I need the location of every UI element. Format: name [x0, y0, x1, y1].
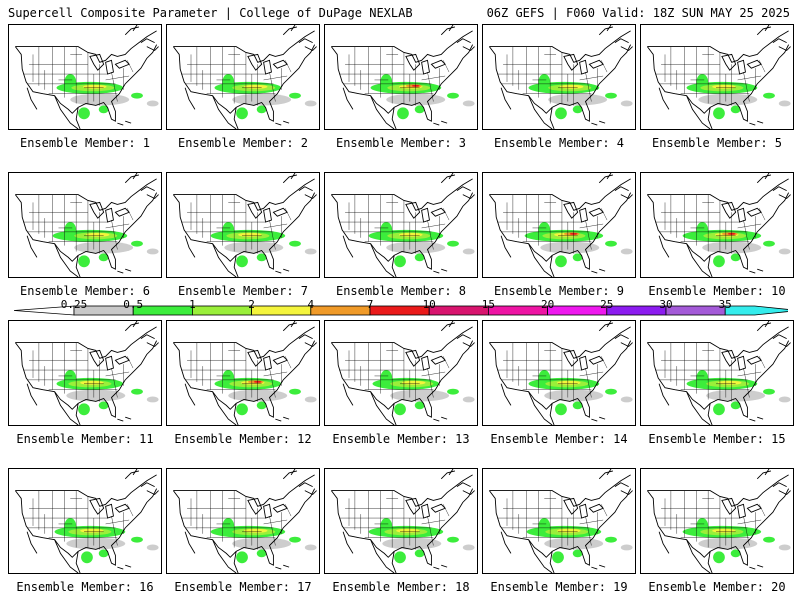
ensemble-member-label: Ensemble Member: 8 — [335, 284, 467, 298]
valid-time: 06Z GEFS | F060 Valid: 18Z SUN MAY 25 20… — [486, 6, 790, 20]
ensemble-map-panel — [166, 468, 320, 574]
ensemble-map-panel — [324, 468, 478, 574]
ensemble-member-label: Ensemble Member: 3 — [335, 136, 467, 150]
colorbar-segment — [665, 305, 726, 316]
colorbar-tick-label: 1 — [189, 298, 196, 311]
colorbar-tick-label: 7 — [366, 298, 374, 311]
ensemble-map-panel — [8, 172, 162, 278]
ensemble-map-panel — [8, 24, 162, 130]
ensemble-map-panel — [166, 320, 320, 426]
ensemble-member-label: Ensemble Member: 2 — [177, 136, 309, 150]
colorbar-tick-label: 15 — [481, 298, 496, 311]
ensemble-map-panel — [640, 172, 794, 278]
ensemble-map-panel — [8, 320, 162, 426]
ensemble-map-panel — [324, 320, 478, 426]
ensemble-map-panel — [482, 468, 636, 574]
ensemble-map-panel — [640, 320, 794, 426]
ensemble-member-label: Ensemble Member: 18 — [332, 580, 470, 594]
colorbar-segment — [606, 305, 667, 316]
ensemble-map-panel — [8, 468, 162, 574]
ensemble-map-panel — [482, 320, 636, 426]
colorbar-tick-label: 0.5 — [123, 298, 144, 311]
ensemble-member-label: Ensemble Member: 16 — [16, 580, 154, 594]
ensemble-member-label: Ensemble Member: 19 — [490, 580, 628, 594]
colorbar-tick-label: 4 — [307, 298, 315, 311]
ensemble-map-panel — [324, 172, 478, 278]
ensemble-map-panel — [640, 468, 794, 574]
ensemble-member-label: Ensemble Member: 9 — [493, 284, 625, 298]
ensemble-map-panel — [324, 24, 478, 130]
colorbar-segment — [191, 305, 252, 316]
ensemble-member-label: Ensemble Member: 12 — [174, 432, 312, 446]
colorbar-segment — [251, 305, 312, 316]
ensemble-map-panel — [482, 24, 636, 130]
ensemble-member-label: Ensemble Member: 1 — [19, 136, 151, 150]
colorbar-segment — [428, 305, 489, 316]
colorbar-tick-label: 25 — [600, 298, 614, 311]
colorbar-tick-label: 30 — [659, 298, 673, 311]
ensemble-member-label: Ensemble Member: 7 — [177, 284, 309, 298]
colorbar — [14, 305, 788, 316]
ensemble-member-label: Ensemble Member: 15 — [648, 432, 786, 446]
ensemble-member-label: Ensemble Member: 13 — [332, 432, 470, 446]
ensemble-member-label: Ensemble Member: 11 — [16, 432, 154, 446]
colorbar-tick-label: 35 — [718, 298, 732, 311]
ensemble-member-label: Ensemble Member: 14 — [490, 432, 628, 446]
colorbar-segment — [487, 305, 548, 316]
ensemble-map-panel — [640, 24, 794, 130]
ensemble-member-label: Ensemble Member: 4 — [493, 136, 625, 150]
colorbar-tick-label: 10 — [422, 298, 436, 311]
ensemble-member-label: Ensemble Member: 5 — [651, 136, 783, 150]
colorbar-tick-label: 2 — [248, 298, 255, 311]
ensemble-map-panel — [482, 172, 636, 278]
ensemble-member-label: Ensemble Member: 10 — [648, 284, 786, 298]
ensemble-map-panel — [166, 24, 320, 130]
colorbar-tick-label: 20 — [540, 298, 555, 311]
ensemble-member-label: Ensemble Member: 6 — [19, 284, 151, 298]
colorbar-segment — [310, 305, 371, 316]
colorbar-segment — [724, 305, 788, 316]
colorbar-tick-label: 0.25 — [60, 298, 88, 311]
chart-title: Supercell Composite Parameter | College … — [8, 6, 413, 20]
ensemble-member-label: Ensemble Member: 17 — [174, 580, 312, 594]
ensemble-member-label: Ensemble Member: 20 — [648, 580, 786, 594]
ensemble-map-panel — [166, 172, 320, 278]
colorbar-segment — [547, 305, 608, 316]
colorbar-segment — [369, 305, 430, 316]
